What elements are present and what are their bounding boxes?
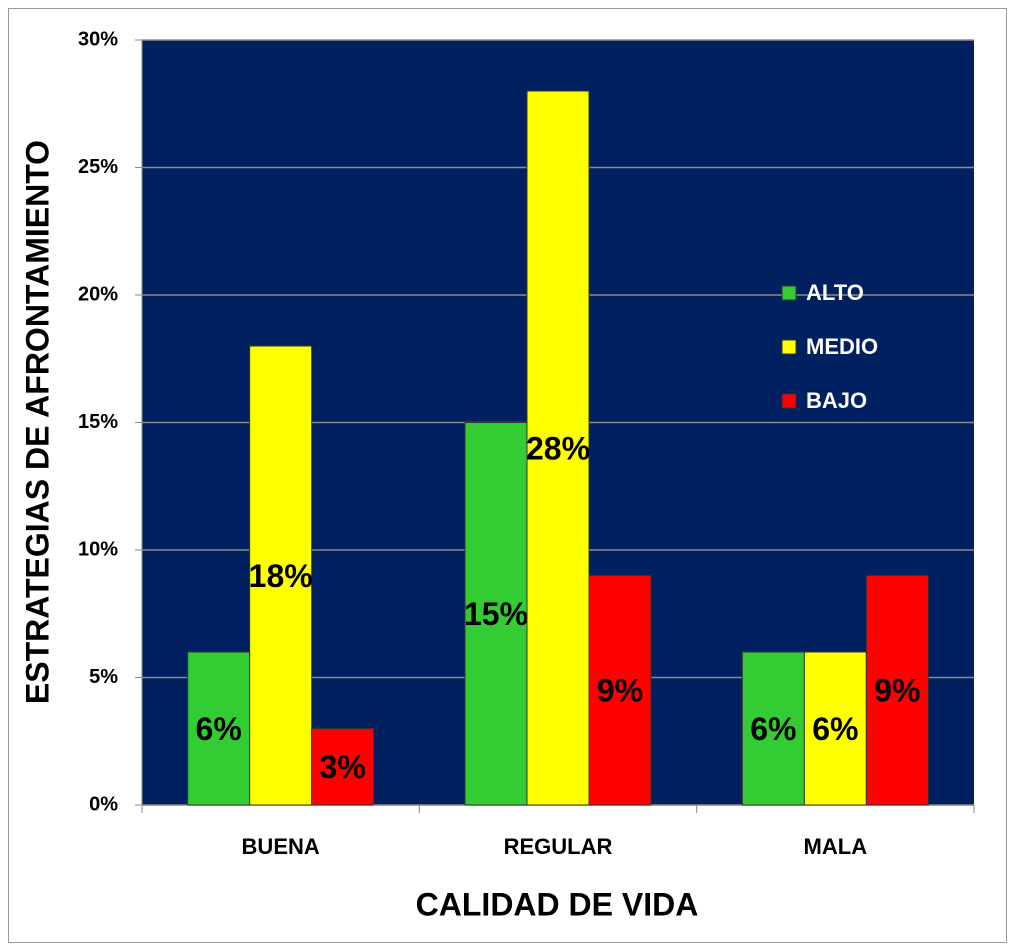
- bar: [803, 651, 867, 806]
- y-tick-label: 5%: [89, 666, 118, 688]
- bar: [187, 651, 251, 806]
- data-label: 28%: [526, 430, 590, 466]
- data-label: 6%: [196, 711, 242, 747]
- data-label: 18%: [249, 558, 313, 594]
- data-label: 3%: [320, 749, 366, 785]
- legend-label: MEDIO: [806, 334, 878, 359]
- bar: [249, 345, 313, 806]
- data-label: 6%: [812, 711, 858, 747]
- y-tick-label: 15%: [78, 411, 118, 433]
- legend-swatch: [781, 393, 797, 409]
- bar: [464, 422, 528, 806]
- bar: [865, 575, 929, 806]
- y-tick-label: 10%: [78, 538, 118, 560]
- y-tick-label: 30%: [78, 28, 118, 50]
- legend-label: ALTO: [806, 280, 864, 305]
- y-tick-label: 20%: [78, 283, 118, 305]
- data-label: 9%: [874, 673, 920, 709]
- bar: [311, 728, 375, 806]
- bar: [526, 90, 590, 806]
- y-tick-label: 25%: [78, 156, 118, 178]
- x-tick-label: MALA: [804, 834, 868, 859]
- x-axis-title: CALIDAD DE VIDA: [416, 886, 699, 922]
- y-tick-label: 0%: [89, 793, 118, 815]
- legend-swatch: [781, 339, 797, 355]
- data-label: 15%: [464, 596, 528, 632]
- legend-label: BAJO: [806, 388, 867, 413]
- x-tick-label: REGULAR: [504, 834, 613, 859]
- data-label: 9%: [597, 673, 643, 709]
- y-axis-title: ESTRATEGIAS DE AFRONTAMIENTO: [19, 140, 55, 704]
- x-tick-label: BUENA: [242, 834, 320, 859]
- data-label: 6%: [750, 711, 796, 747]
- legend-swatch: [781, 285, 797, 301]
- bar: [588, 575, 652, 806]
- bar: [741, 651, 805, 806]
